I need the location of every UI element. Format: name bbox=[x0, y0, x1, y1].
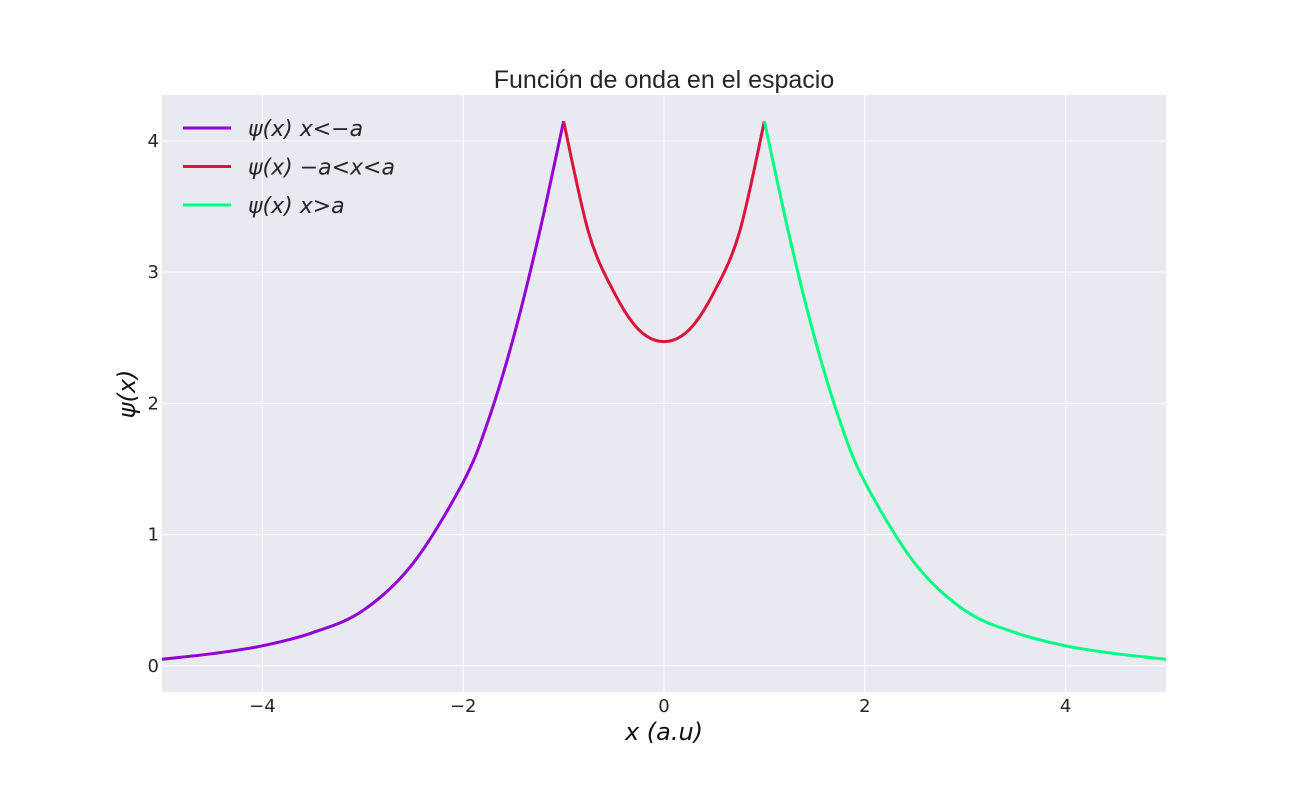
series-line-3 bbox=[762, 120, 1167, 661]
legend-label-3: ψ(x) x>a bbox=[248, 194, 345, 219]
x-tick-label: 2 bbox=[859, 696, 870, 717]
y-tick-label: 2 bbox=[148, 393, 159, 414]
x-tick-label: −2 bbox=[450, 696, 477, 717]
legend-label-2: ψ(x) −a<x<a bbox=[248, 156, 395, 181]
legend-label-1: ψ(x) x<−a bbox=[248, 117, 363, 142]
y-tick-label: 4 bbox=[148, 131, 159, 152]
chart-title: Función de onda en el espacio bbox=[494, 66, 835, 94]
y-tick-label: 3 bbox=[148, 262, 159, 283]
x-axis-ticks: −4 −2 0 2 4 bbox=[249, 696, 1071, 717]
series-layer bbox=[161, 120, 1167, 661]
grid bbox=[162, 95, 1166, 692]
x-tick-label: 4 bbox=[1060, 696, 1071, 717]
legend: ψ(x) x<−a ψ(x) −a<x<a ψ(x) x>a bbox=[183, 117, 395, 219]
y-axis-ticks: 0 1 2 3 4 bbox=[148, 131, 159, 677]
x-tick-label: −4 bbox=[249, 696, 276, 717]
series-line-2 bbox=[562, 120, 766, 344]
y-tick-label: 1 bbox=[148, 525, 159, 546]
y-axis-label: ψ(x) bbox=[113, 370, 141, 419]
x-axis-label: x (a.u) bbox=[624, 718, 703, 746]
y-tick-label: 0 bbox=[148, 656, 159, 677]
series-line-1 bbox=[161, 120, 566, 661]
x-tick-label: 0 bbox=[658, 696, 669, 717]
